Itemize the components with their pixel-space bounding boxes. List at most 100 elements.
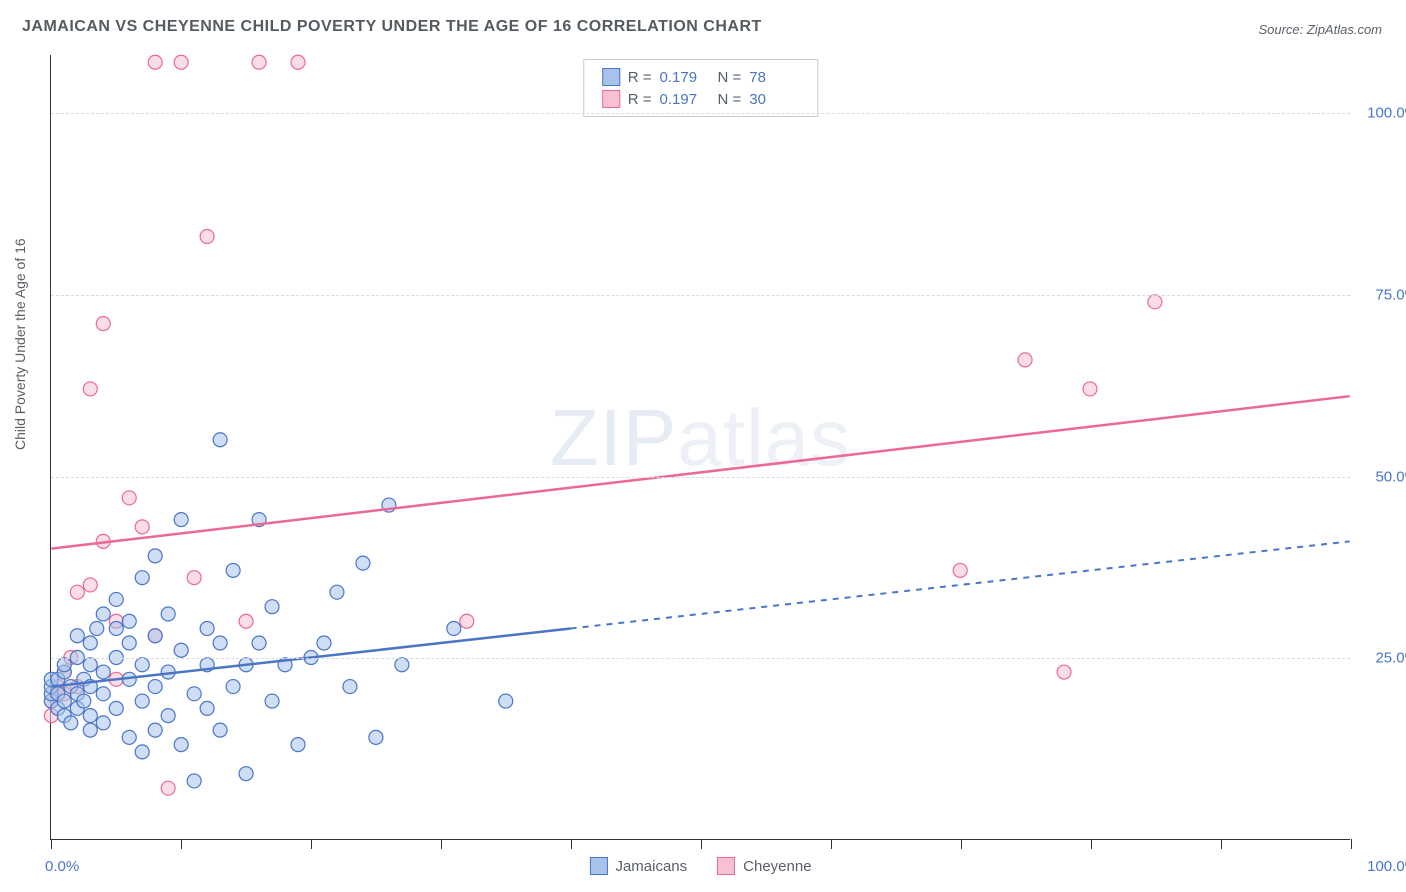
data-point-jamaicans [174,738,188,752]
data-point-jamaicans [83,723,97,737]
data-point-jamaicans [148,549,162,563]
data-point-cheyenne [122,491,136,505]
data-point-jamaicans [109,592,123,606]
data-point-cheyenne [174,55,188,69]
x-tick [1221,839,1222,849]
data-point-cheyenne [953,563,967,577]
y-tick-label: 25.0% [1375,650,1406,667]
data-point-jamaicans [343,680,357,694]
data-point-jamaicans [395,658,409,672]
legend-swatch-cheyenne [717,857,735,875]
data-point-cheyenne [1057,665,1071,679]
data-point-cheyenne [96,317,110,331]
data-point-jamaicans [226,680,240,694]
data-point-cheyenne [252,55,266,69]
legend-item-cheyenne: Cheyenne [717,857,811,875]
x-tick [311,839,312,849]
data-point-cheyenne [70,585,84,599]
data-point-jamaicans [213,433,227,447]
data-point-jamaicans [252,636,266,650]
data-point-jamaicans [265,600,279,614]
data-point-jamaicans [174,513,188,527]
trendline-dashed-jamaicans [571,541,1350,628]
data-point-jamaicans [135,571,149,585]
data-point-cheyenne [1083,382,1097,396]
legend-item-jamaicans: Jamaicans [589,857,687,875]
legend-label-jamaicans: Jamaicans [615,858,687,875]
data-point-jamaicans [499,694,513,708]
y-axis-label: Child Poverty Under the Age of 16 [12,238,28,450]
data-point-jamaicans [96,716,110,730]
y-tick-label: 100.0% [1367,105,1406,122]
data-point-jamaicans [369,730,383,744]
data-point-jamaicans [109,621,123,635]
data-point-jamaicans [265,694,279,708]
trendline-cheyenne [51,396,1349,548]
data-point-jamaicans [109,701,123,715]
x-tick [1091,839,1092,849]
x-min-label: 0.0% [45,858,79,875]
data-point-jamaicans [213,636,227,650]
x-max-label: 100.0% [1367,858,1406,875]
x-tick [51,839,52,849]
data-point-jamaicans [135,745,149,759]
y-tick-label: 50.0% [1375,468,1406,485]
data-point-jamaicans [90,621,104,635]
gridline [51,658,1350,659]
chart-title: JAMAICAN VS CHEYENNE CHILD POVERTY UNDER… [22,18,762,36]
source-attribution: Source: ZipAtlas.com [1258,22,1382,37]
data-point-jamaicans [317,636,331,650]
y-tick-label: 75.0% [1375,286,1406,303]
data-point-jamaicans [96,665,110,679]
data-point-jamaicans [83,709,97,723]
data-point-cheyenne [1148,295,1162,309]
x-tick [961,839,962,849]
data-point-jamaicans [64,716,78,730]
data-point-jamaicans [148,680,162,694]
x-tick [571,839,572,849]
data-point-jamaicans [200,621,214,635]
data-point-jamaicans [77,694,91,708]
data-point-jamaicans [356,556,370,570]
data-point-cheyenne [83,578,97,592]
data-point-jamaicans [330,585,344,599]
plot-area: ZIPatlas R = 0.179 N = 78 R = 0.197 N = … [50,55,1350,840]
data-point-jamaicans [226,563,240,577]
data-point-jamaicans [187,687,201,701]
series-legend: Jamaicans Cheyenne [589,857,811,875]
data-point-jamaicans [200,701,214,715]
data-point-jamaicans [83,658,97,672]
data-point-cheyenne [83,382,97,396]
data-point-jamaicans [57,658,71,672]
data-point-cheyenne [187,571,201,585]
gridline [51,477,1350,478]
data-point-jamaicans [70,629,84,643]
plot-svg [51,55,1350,839]
data-point-jamaicans [187,774,201,788]
x-tick [181,839,182,849]
data-point-jamaicans [447,621,461,635]
data-point-cheyenne [161,781,175,795]
data-point-jamaicans [122,614,136,628]
legend-label-cheyenne: Cheyenne [743,858,811,875]
legend-swatch-jamaicans [589,857,607,875]
data-point-cheyenne [135,520,149,534]
data-point-jamaicans [135,658,149,672]
x-tick [441,839,442,849]
data-point-jamaicans [291,738,305,752]
data-point-cheyenne [200,229,214,243]
data-point-jamaicans [148,629,162,643]
data-point-jamaicans [161,607,175,621]
data-point-jamaicans [239,767,253,781]
data-point-jamaicans [122,730,136,744]
data-point-cheyenne [1018,353,1032,367]
x-tick [701,839,702,849]
data-point-jamaicans [135,694,149,708]
data-point-jamaicans [83,636,97,650]
data-point-jamaicans [96,687,110,701]
data-point-jamaicans [174,643,188,657]
data-point-jamaicans [213,723,227,737]
gridline [51,295,1350,296]
data-point-jamaicans [161,709,175,723]
data-point-cheyenne [291,55,305,69]
